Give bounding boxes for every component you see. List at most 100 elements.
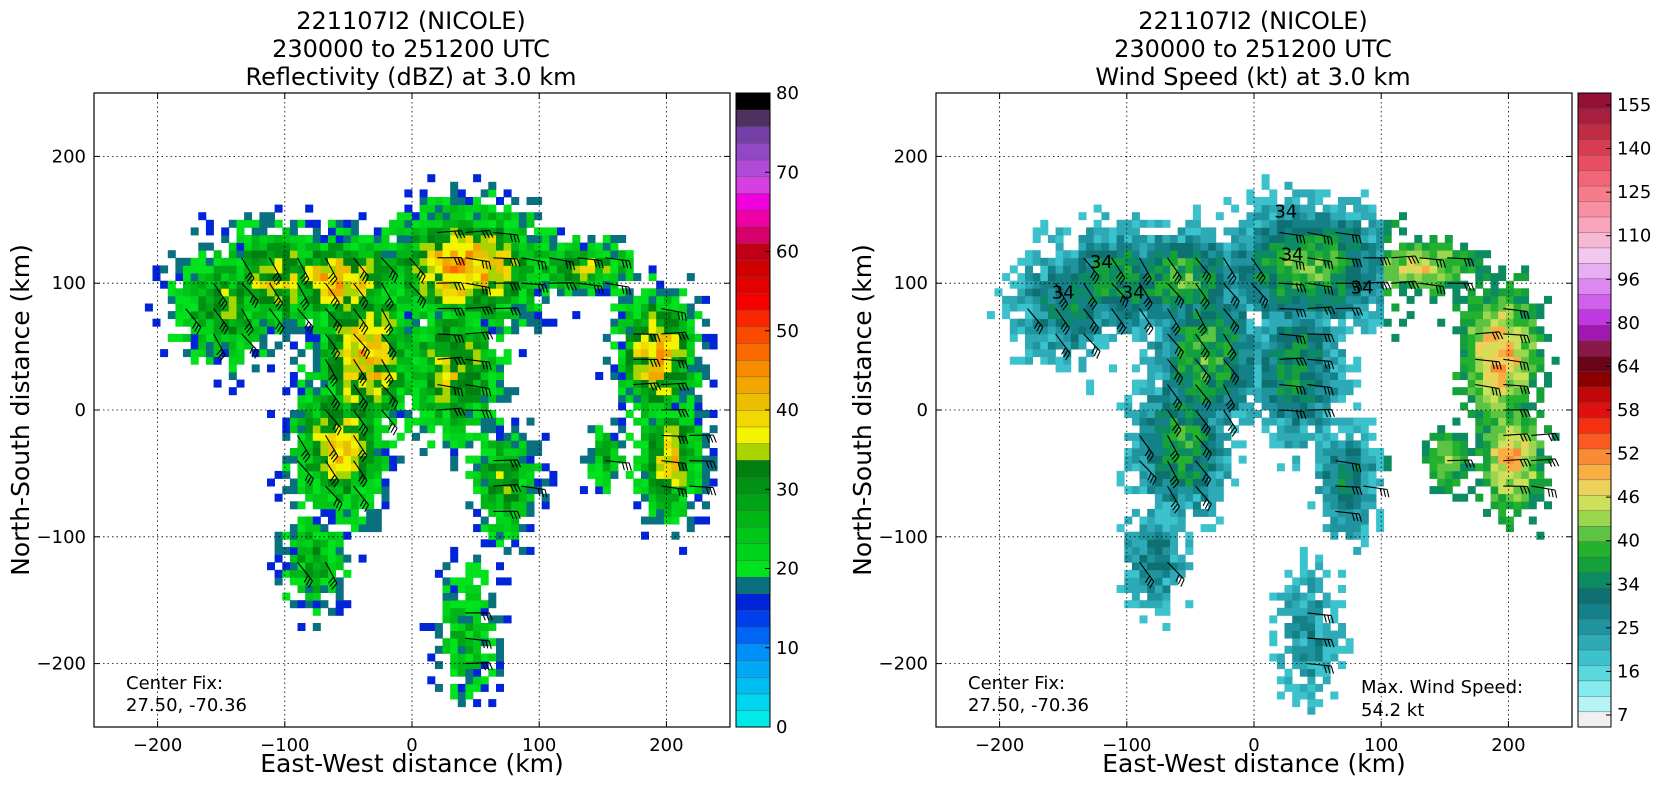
- field-cell: [404, 227, 412, 235]
- field-cell: [465, 342, 473, 350]
- field-cell: [412, 395, 420, 403]
- field-cell: [1147, 288, 1155, 296]
- field-cell: [366, 524, 374, 532]
- field-cell: [481, 395, 489, 403]
- field-cell: [1391, 258, 1399, 266]
- field-cell: [1521, 357, 1529, 365]
- field-cell: [1216, 517, 1224, 525]
- field-cell: [1140, 402, 1148, 410]
- field-cell: [1178, 342, 1186, 350]
- field-cell: [481, 243, 489, 251]
- field-cell: [1475, 319, 1483, 327]
- field-cell: [1506, 410, 1514, 418]
- field-cell: [450, 448, 458, 456]
- field-cell: [275, 243, 283, 251]
- field-cell: [1239, 380, 1247, 388]
- field-cell: [511, 250, 519, 258]
- field-cell: [290, 357, 298, 365]
- field-cell: [343, 402, 351, 410]
- field-cell: [343, 433, 351, 441]
- field-cell: [481, 205, 489, 213]
- field-cell: [435, 311, 443, 319]
- field-cell: [649, 425, 657, 433]
- field-cell: [298, 402, 306, 410]
- field-cell: [175, 258, 183, 266]
- field-cell: [1269, 631, 1277, 639]
- field-cell: [1483, 448, 1491, 456]
- field-cell: [488, 699, 496, 707]
- field-cell: [252, 258, 260, 266]
- field-cell: [1162, 479, 1170, 487]
- field-cell: [1185, 486, 1193, 494]
- field-cell: [1307, 669, 1315, 677]
- field-cell: [1300, 189, 1308, 197]
- field-cell: [1323, 349, 1331, 357]
- field-cell: [267, 243, 275, 251]
- field-cell: [1384, 319, 1392, 327]
- field-cell: [214, 273, 222, 281]
- field-cell: [1178, 227, 1186, 235]
- field-cell: [244, 235, 252, 243]
- wind-barb-flag: [1555, 459, 1559, 466]
- field-cell: [1483, 387, 1491, 395]
- colorbar-swatch: [736, 527, 770, 544]
- field-cell: [641, 349, 649, 357]
- field-cell: [1338, 220, 1346, 228]
- field-cell: [1506, 479, 1514, 487]
- field-cell: [1147, 258, 1155, 266]
- field-cell: [412, 334, 420, 342]
- field-cell: [1178, 319, 1186, 327]
- field-cell: [1338, 304, 1346, 312]
- field-cell: [290, 539, 298, 547]
- field-cell: [1109, 227, 1117, 235]
- field-cell: [1285, 440, 1293, 448]
- field-cell: [1162, 440, 1170, 448]
- field-cell: [1475, 250, 1483, 258]
- field-cell: [1285, 349, 1293, 357]
- field-cell: [1323, 296, 1331, 304]
- field-cell: [1185, 501, 1193, 509]
- field-cell: [649, 288, 657, 296]
- field-cell: [649, 517, 657, 525]
- field-cell: [404, 250, 412, 258]
- field-cell: [641, 494, 649, 502]
- field-cell: [1445, 258, 1453, 266]
- field-cell: [1330, 600, 1338, 608]
- colorbar-swatch: [736, 343, 770, 360]
- field-cell: [1262, 387, 1270, 395]
- field-cell: [305, 517, 313, 525]
- field-cell: [1460, 326, 1468, 334]
- field-cell: [649, 486, 657, 494]
- field-cell: [397, 311, 405, 319]
- field-cell: [1323, 395, 1331, 403]
- field-cell: [320, 418, 328, 426]
- field-cell: [496, 372, 504, 380]
- field-cell: [1208, 258, 1216, 266]
- field-cell: [1307, 205, 1315, 213]
- field-cell: [420, 326, 428, 334]
- field-cell: [1330, 220, 1338, 228]
- field-cell: [1132, 304, 1140, 312]
- field-cell: [1315, 364, 1323, 372]
- field-cell: [1109, 243, 1117, 251]
- field-cell: [1330, 395, 1338, 403]
- field-cell: [427, 654, 435, 662]
- field-cell: [1147, 220, 1155, 228]
- field-cell: [1346, 471, 1354, 479]
- field-cell: [1285, 585, 1293, 593]
- field-cell: [1185, 395, 1193, 403]
- field-cell: [1254, 326, 1262, 334]
- field-cell: [687, 517, 695, 525]
- field-cell: [313, 532, 321, 540]
- field-cell: [1140, 486, 1148, 494]
- field-cell: [1491, 440, 1499, 448]
- field-cell: [366, 418, 374, 426]
- field-cell: [1101, 227, 1109, 235]
- field-cell: [481, 288, 489, 296]
- field-cell: [153, 273, 161, 281]
- field-cell: [1155, 555, 1163, 563]
- field-cell: [672, 501, 680, 509]
- field-cell: [465, 220, 473, 228]
- field-cell: [1193, 440, 1201, 448]
- field-cell: [1483, 463, 1491, 471]
